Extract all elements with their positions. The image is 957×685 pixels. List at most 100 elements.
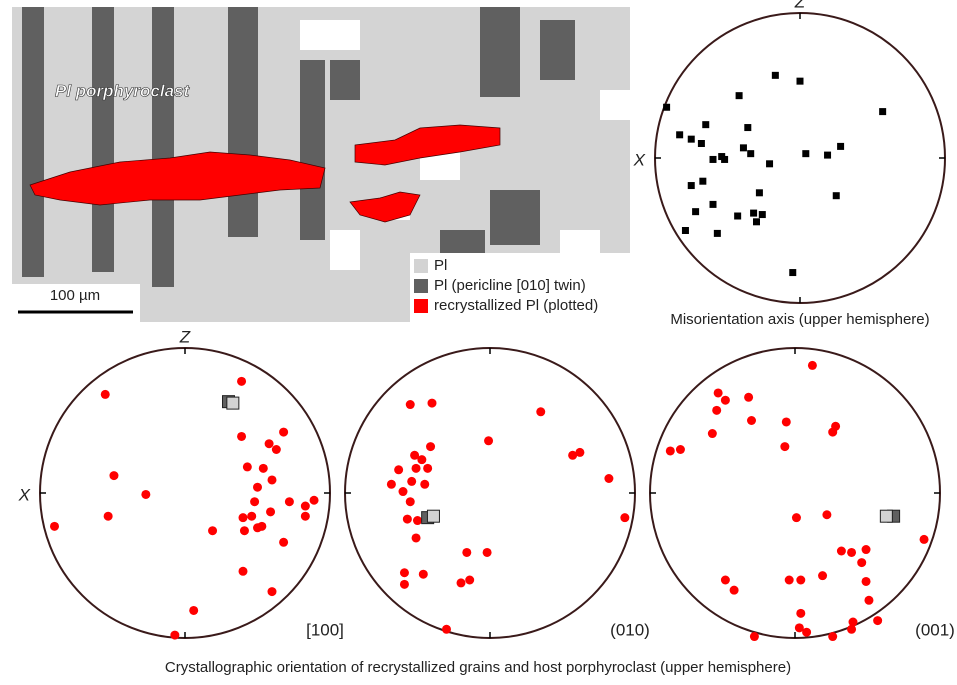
caption: Crystallographic orientation of recrysta…	[165, 659, 791, 676]
point	[736, 92, 743, 99]
point	[208, 526, 217, 535]
point	[744, 124, 751, 131]
map-label: Pl porphyroclast	[55, 81, 190, 100]
point	[462, 548, 471, 557]
point	[797, 78, 804, 85]
legend-label: Pl (pericline [010] twin)	[434, 277, 586, 294]
point	[699, 178, 706, 185]
stereonet: (001)	[650, 348, 955, 641]
point	[575, 448, 584, 457]
point	[301, 502, 310, 511]
point	[714, 230, 721, 237]
point	[259, 464, 268, 473]
point	[465, 576, 474, 585]
point	[708, 429, 717, 438]
point	[407, 477, 416, 486]
point	[766, 160, 773, 167]
point	[399, 487, 408, 496]
point	[400, 568, 409, 577]
point	[747, 150, 754, 157]
point	[426, 442, 435, 451]
point	[243, 462, 252, 471]
point	[792, 513, 801, 522]
point	[406, 400, 415, 409]
point	[744, 393, 753, 402]
point	[265, 439, 274, 448]
point	[688, 182, 695, 189]
point	[837, 547, 846, 556]
point	[247, 512, 256, 521]
point	[189, 606, 198, 615]
point	[394, 465, 403, 474]
point	[740, 144, 747, 151]
point	[721, 156, 728, 163]
point	[782, 417, 791, 426]
point	[423, 464, 432, 473]
x-label: X	[633, 150, 646, 169]
point	[676, 131, 683, 138]
point	[483, 548, 492, 557]
point	[847, 548, 856, 557]
point	[428, 399, 437, 408]
point	[141, 490, 150, 499]
point	[412, 464, 421, 473]
point	[785, 576, 794, 585]
stereonet: ZX[100]	[18, 327, 344, 639]
point	[734, 213, 741, 220]
point	[879, 108, 886, 115]
point	[101, 390, 110, 399]
point	[750, 210, 757, 217]
point	[239, 567, 248, 576]
point	[730, 586, 739, 595]
point	[403, 515, 412, 524]
primitive-circle	[650, 348, 940, 638]
net-label: [100]	[306, 620, 344, 639]
point	[692, 208, 699, 215]
point	[828, 632, 837, 641]
point	[285, 497, 294, 506]
x-label: X	[18, 485, 31, 504]
point	[301, 512, 310, 521]
point	[802, 628, 811, 637]
point	[536, 407, 545, 416]
point	[237, 432, 246, 441]
point	[484, 436, 493, 445]
point	[268, 475, 277, 484]
point	[824, 152, 831, 159]
point	[387, 480, 396, 489]
point	[427, 510, 439, 522]
point	[702, 121, 709, 128]
point	[796, 609, 805, 618]
point	[400, 580, 409, 589]
point	[837, 143, 844, 150]
stereonet: (010)	[345, 348, 650, 639]
point	[880, 510, 892, 522]
point	[279, 428, 288, 437]
point	[714, 388, 723, 397]
point	[721, 576, 730, 585]
point	[873, 616, 882, 625]
point	[253, 483, 262, 492]
point	[712, 406, 721, 415]
point	[750, 632, 759, 641]
net-title: Misorientation axis (upper hemisphere)	[670, 311, 929, 328]
z-label: Z	[794, 0, 806, 11]
point	[796, 576, 805, 585]
point	[862, 545, 871, 554]
point	[279, 538, 288, 547]
point	[833, 192, 840, 199]
point	[663, 104, 670, 111]
net-label: (010)	[610, 620, 650, 639]
point	[420, 480, 429, 489]
point	[310, 496, 319, 505]
point	[682, 227, 689, 234]
point	[920, 535, 929, 544]
point	[847, 625, 856, 634]
point	[808, 361, 817, 370]
point	[406, 497, 415, 506]
net-label: (001)	[915, 620, 955, 639]
point	[227, 397, 239, 409]
point	[818, 571, 827, 580]
point	[419, 570, 428, 579]
